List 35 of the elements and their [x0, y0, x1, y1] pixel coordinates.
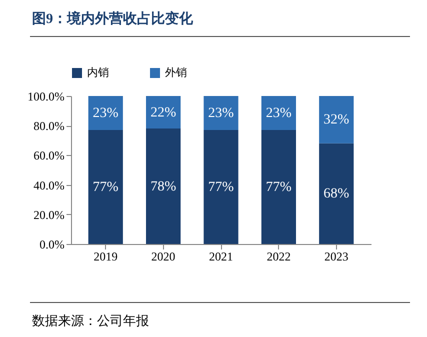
bar	[319, 143, 354, 244]
x-tick-label: 2020	[151, 250, 176, 264]
data-label: 77%	[266, 180, 292, 196]
x-tick-label: 2019	[94, 250, 118, 264]
data-label: 77%	[208, 180, 234, 196]
bar	[146, 128, 181, 244]
x-tick-label: 2022	[266, 250, 291, 264]
bar	[88, 96, 123, 130]
y-tick-label: 40.0%	[34, 178, 64, 192]
bar	[261, 130, 296, 244]
y-tick-label: 0.0%	[40, 238, 64, 252]
data-label: 23%	[266, 106, 292, 122]
legend-label: 内销	[87, 66, 109, 79]
bar	[146, 96, 181, 129]
data-label: 22%	[150, 105, 176, 120]
x-tick-label: 2023	[324, 250, 348, 264]
y-tick-label: 20.0%	[34, 208, 64, 222]
y-tick-label: 60.0%	[34, 148, 64, 163]
source-note: 数据来源：公司年报	[32, 312, 149, 330]
data-label: 23%	[92, 106, 119, 122]
bar	[204, 130, 238, 244]
data-label: 77%	[92, 180, 119, 196]
y-tick-label: 80.0%	[34, 119, 64, 134]
y-tick-label: 100.0%	[28, 90, 64, 104]
chart-title: 图9：境内外营收占比变化	[32, 10, 193, 28]
x-tick-label: 2021	[209, 250, 233, 264]
bar	[204, 96, 238, 130]
data-label: 23%	[208, 106, 234, 122]
data-label: 32%	[324, 112, 350, 128]
bar	[88, 130, 123, 244]
legend-label: 外销	[165, 67, 187, 79]
data-label: 68%	[324, 186, 350, 202]
data-label: 78%	[150, 179, 176, 194]
bar	[261, 96, 296, 130]
bar	[319, 96, 354, 144]
